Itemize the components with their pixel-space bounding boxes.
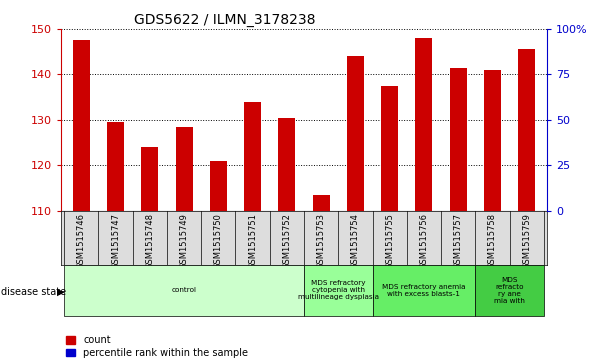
Bar (518, 49, 535, 211)
Bar (475, 265, 544, 316)
Bar (64, 265, 304, 316)
Text: disease state: disease state (1, 287, 66, 297)
Text: MDS refractory anemia
with excess blasts-1: MDS refractory anemia with excess blasts… (382, 284, 466, 297)
Bar (176, 127, 193, 211)
Bar (347, 56, 364, 211)
Text: GSM1515753: GSM1515753 (317, 213, 326, 269)
Text: GDS5622 / ILMN_3178238: GDS5622 / ILMN_3178238 (134, 13, 316, 26)
Bar (449, 68, 467, 211)
Bar (381, 86, 398, 211)
Text: GSM1515759: GSM1515759 (522, 213, 531, 269)
Bar (210, 160, 227, 211)
Bar (141, 147, 159, 211)
Text: GSM1515748: GSM1515748 (145, 213, 154, 269)
Text: ▶: ▶ (57, 287, 64, 297)
Bar (244, 102, 261, 211)
Bar (278, 118, 295, 211)
Text: GSM1515756: GSM1515756 (420, 213, 429, 269)
Text: GSM1515757: GSM1515757 (454, 213, 463, 269)
Text: GSM1515749: GSM1515749 (179, 213, 188, 269)
Text: GSM1515755: GSM1515755 (385, 213, 394, 269)
Text: GSM1515758: GSM1515758 (488, 213, 497, 269)
Bar (107, 122, 124, 211)
Text: GSM1515746: GSM1515746 (77, 213, 86, 269)
Text: MDS
refracto
ry ane
mia with: MDS refracto ry ane mia with (494, 277, 525, 304)
Text: GSM1515754: GSM1515754 (351, 213, 360, 269)
Bar (313, 195, 330, 211)
Bar (415, 38, 432, 211)
Text: control: control (171, 287, 196, 293)
Text: GSM1515751: GSM1515751 (248, 213, 257, 269)
Text: GSM1515752: GSM1515752 (282, 213, 291, 269)
Bar (304, 265, 373, 316)
Bar (484, 70, 501, 211)
Bar (373, 265, 475, 316)
Bar (73, 40, 90, 211)
Text: GSM1515747: GSM1515747 (111, 213, 120, 269)
Legend: count, percentile rank within the sample: count, percentile rank within the sample (66, 335, 248, 358)
Text: GSM1515750: GSM1515750 (214, 213, 223, 269)
Text: MDS refractory
cytopenia with
multilineage dysplasia: MDS refractory cytopenia with multilinea… (298, 280, 379, 301)
